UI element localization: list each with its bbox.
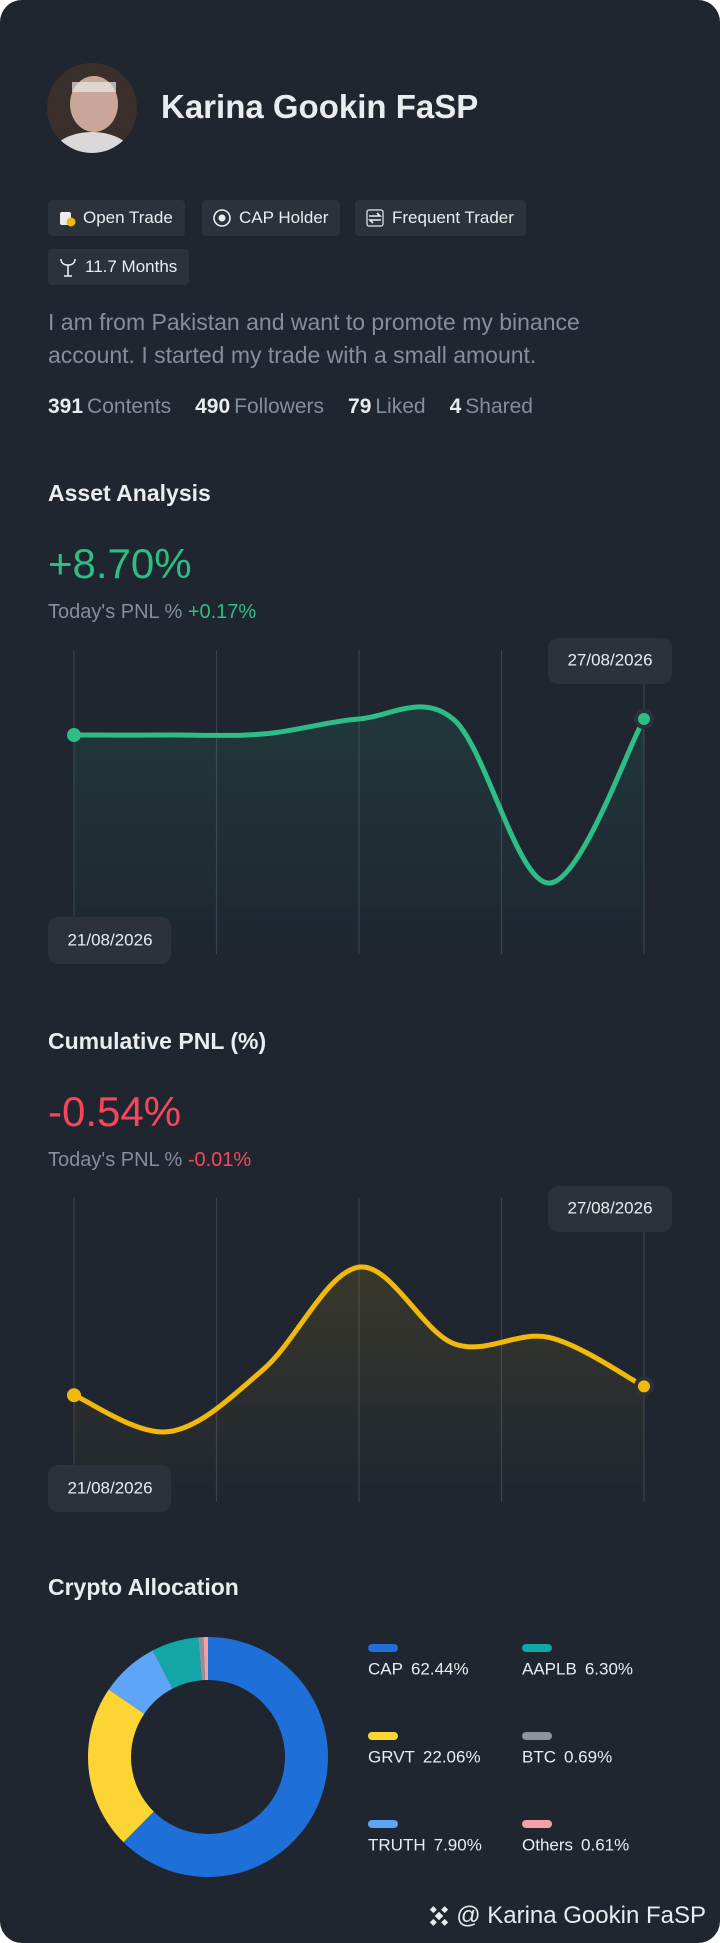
today-pnl: Today's PNL % -0.01% (48, 1149, 251, 1172)
donut-slice (123, 1637, 329, 1878)
tooltip (548, 638, 672, 684)
legend-value: 7.90% (434, 1835, 482, 1854)
tooltip (48, 917, 171, 964)
today-value: +0.17% (187, 601, 257, 623)
line (71, 1264, 647, 1435)
avatar (47, 63, 137, 153)
donut-slice (152, 1637, 202, 1689)
tooltip-date: 27/08/2026 (567, 650, 652, 669)
section-title: Cumulative PNL (%) (48, 1028, 267, 1054)
legend-swatch (368, 1644, 398, 1652)
legend-swatch (522, 1732, 552, 1740)
badge: 11.7 Months (48, 249, 190, 285)
legend-label: TRUTH (368, 1835, 426, 1854)
legend-value: 6.30% (585, 1659, 633, 1678)
stat-value: 391 (48, 395, 84, 418)
badge: CAP Holder (202, 200, 341, 236)
end-point (634, 1376, 654, 1397)
donut-slice (203, 1637, 208, 1681)
legend-swatch (368, 1732, 398, 1740)
legend-label: Others (522, 1835, 573, 1854)
line (71, 704, 647, 886)
today-pnl: Today's PNL % +0.17% (48, 601, 256, 624)
legend-label: BTC (522, 1747, 556, 1766)
badge: Open Trade (48, 200, 185, 236)
area (74, 706, 644, 954)
today-label: Today's PNL % (48, 601, 183, 623)
headline: +8.70% (48, 540, 192, 587)
start-point (67, 1388, 81, 1403)
today-value: -0.01% (187, 1149, 252, 1171)
legend-value: 0.61% (581, 1835, 629, 1854)
legend-value: 22.06% (423, 1747, 481, 1766)
stat: 4 Shared (450, 395, 533, 419)
section-title: Crypto Allocation (48, 1574, 239, 1600)
badge: Frequent Trader (355, 200, 526, 236)
stat-value: 4 (449, 395, 462, 418)
stat-label: Contents (87, 395, 172, 418)
legend-swatch (368, 1820, 398, 1828)
stat-value: 79 (348, 395, 372, 418)
legend-label: GRVT (368, 1747, 415, 1766)
stats: 391 Contents 490 Followers 79 Liked 4 Shared (48, 395, 533, 419)
start-point (67, 728, 81, 743)
badge-label: Open Trade (83, 208, 173, 227)
footer: @ Karina Gookin FaSP (426, 1902, 706, 1930)
legend-value: 62.44% (411, 1659, 469, 1678)
end-point (634, 709, 654, 730)
profile-name: Karina Gookin FaSP (161, 88, 479, 125)
legend-label: CAP (368, 1659, 403, 1678)
legend-swatch (522, 1644, 552, 1652)
tooltip-date: 21/08/2026 (67, 930, 152, 949)
legend-swatch (522, 1820, 552, 1828)
legend-label: AAPLB (522, 1659, 577, 1678)
tooltip (548, 1186, 672, 1232)
headline: -0.54% (48, 1088, 182, 1135)
badge-label: CAP Holder (239, 208, 329, 227)
logo (429, 1906, 449, 1926)
badge-label: 11.7 Months (85, 257, 178, 276)
tooltip-date: 21/08/2026 (67, 1478, 152, 1497)
badge-label: Frequent Trader (392, 208, 514, 227)
donut-slice (108, 1650, 173, 1714)
stat: 79 Liked (348, 395, 426, 419)
footer-text: @ Karina Gookin FaSP (456, 1902, 706, 1929)
legend-value: 0.69% (564, 1747, 612, 1766)
stat-label: Shared (465, 395, 533, 418)
stat-label: Liked (375, 395, 426, 418)
section-title: Asset Analysis (48, 480, 211, 506)
donut-slice (88, 1689, 154, 1843)
tooltip (48, 1465, 171, 1512)
today-label: Today's PNL % (48, 1149, 183, 1171)
stat-value: 490 (195, 395, 231, 418)
area (74, 1266, 644, 1502)
tooltip-date: 27/08/2026 (567, 1198, 652, 1217)
donut-slice (198, 1637, 206, 1681)
stat-label: Followers (234, 395, 325, 418)
stat: 490 Followers (195, 395, 324, 419)
stat: 391 Contents (48, 395, 171, 419)
bio: I am from Pakistan and want to promote m… (48, 309, 580, 368)
